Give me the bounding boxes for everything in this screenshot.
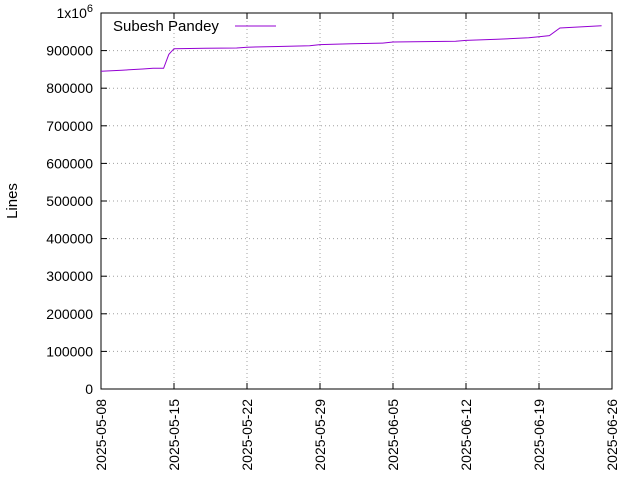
y-tick-label: 600000 <box>46 155 93 171</box>
y-axis-top-label: 1x106 <box>57 3 93 21</box>
y-tick-label: 800000 <box>46 80 93 96</box>
x-tick-label: 2025-05-29 <box>312 399 328 471</box>
y-tick-label: 0 <box>85 381 93 397</box>
y-tick-label: 500000 <box>46 193 93 209</box>
y-tick-label: 100000 <box>46 343 93 359</box>
y-tick-label: 900000 <box>46 43 93 59</box>
y-tick-label: 400000 <box>46 231 93 247</box>
y-tick-label: 200000 <box>46 306 93 322</box>
y-axis-title: Lines <box>4 183 21 219</box>
x-tick-label: 2025-06-12 <box>458 399 474 471</box>
grid-lines <box>101 13 612 389</box>
series-line <box>100 25 602 72</box>
series-layer <box>100 25 602 72</box>
x-tick-label: 2025-06-26 <box>604 399 620 471</box>
x-tick-label: 2025-05-15 <box>166 399 182 471</box>
y-tick-labels: 0 100000 200000 300000 400000 500000 600000 700… <box>46 43 93 397</box>
plot-frame <box>100 12 613 390</box>
x-tick-label: 2025-05-08 <box>93 399 109 471</box>
y-tick-label: 700000 <box>46 118 93 134</box>
legend-label: Subesh Pandey <box>113 18 219 35</box>
x-tick-labels: 2025-05-08 2025-05-15 2025-05-22 2025-05-29… <box>93 399 620 471</box>
x-tick-label: 2025-06-05 <box>385 399 401 471</box>
y-tick-label: 300000 <box>46 268 93 284</box>
x-tick-label: 2025-05-22 <box>239 399 255 471</box>
x-tick-label: 2025-06-19 <box>531 399 547 471</box>
legend: Subesh Pandey <box>113 18 276 35</box>
